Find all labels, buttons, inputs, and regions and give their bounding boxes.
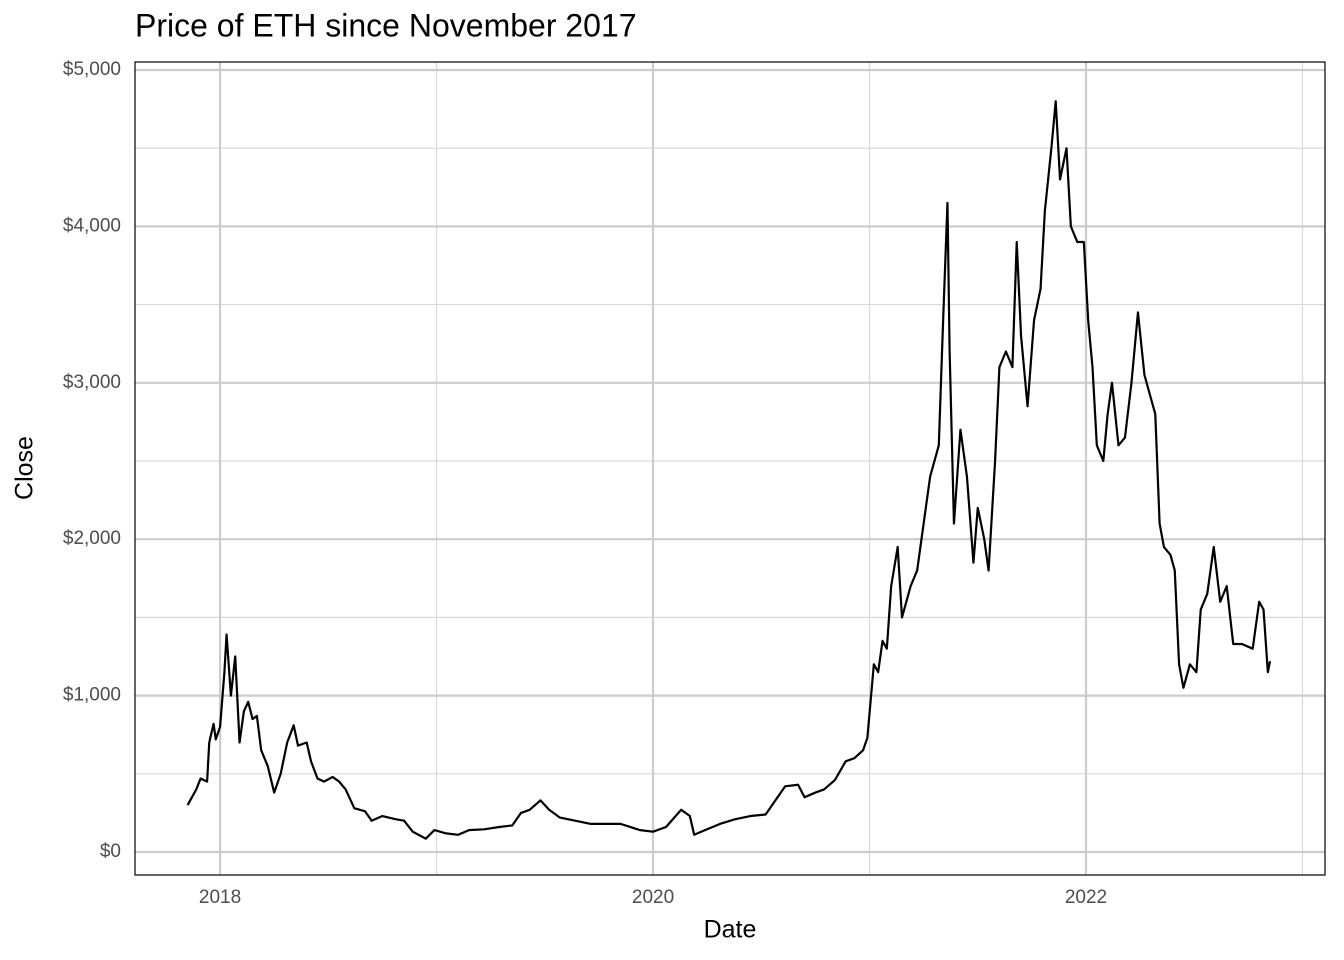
x-axis-title: Date bbox=[704, 916, 757, 944]
y-tick-label: $1,000 bbox=[63, 685, 121, 706]
plot-border bbox=[134, 61, 1326, 876]
price-line bbox=[186, 100, 1272, 840]
y-axis-title: Close bbox=[11, 436, 39, 500]
y-tick-label: $4,000 bbox=[63, 215, 121, 236]
y-tick-label: $2,000 bbox=[63, 528, 121, 549]
y-tick-label: $3,000 bbox=[63, 372, 121, 393]
chart-title: Price of ETH since November 2017 bbox=[135, 7, 637, 43]
y-tick-label: $0 bbox=[100, 841, 121, 862]
x-tick-label: 2022 bbox=[1065, 887, 1107, 908]
y-tick-label: $5,000 bbox=[63, 59, 121, 80]
x-tick-label: 2020 bbox=[632, 887, 674, 908]
x-tick-label: 2018 bbox=[199, 887, 241, 908]
